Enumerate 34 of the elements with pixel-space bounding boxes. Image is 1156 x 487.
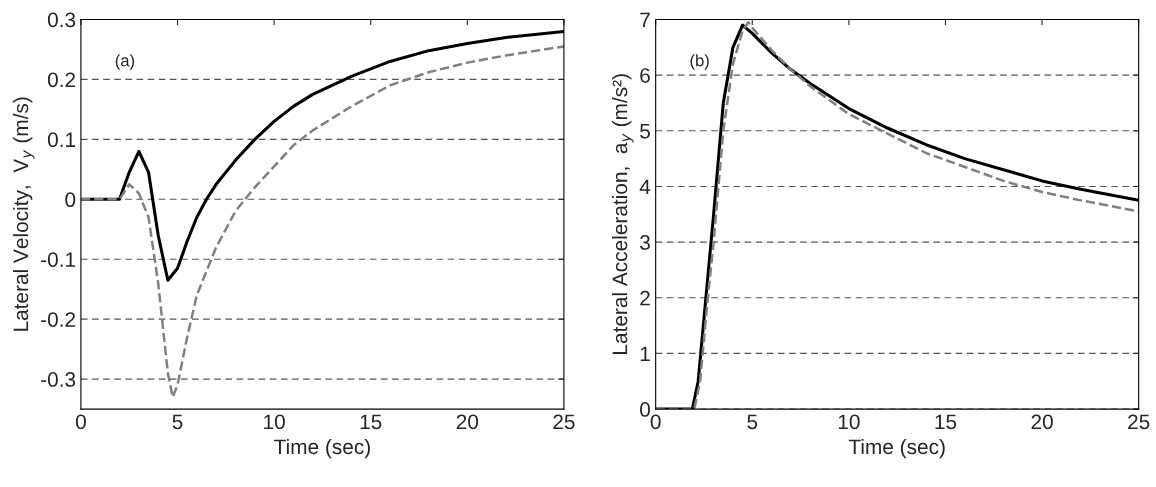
y-axis-title: Lateral Velocity, V$_{y}$ (m/s): [12, 97, 35, 331]
x-tick-label: 15: [360, 414, 382, 430]
y-axis-title: Lateral Acceleration, a$_{y}$ (m/s²): [612, 74, 634, 354]
x-axis-title: Time (sec): [848, 438, 945, 459]
x-tick-label: 5: [172, 414, 183, 430]
x-tick-label: 10: [264, 414, 285, 430]
y-tick-label: 7: [640, 12, 650, 28]
x-tick-label: 20: [1031, 414, 1053, 430]
y-tick-label: 0.3: [47, 12, 76, 28]
y-tick-label: -0.1: [41, 252, 76, 267]
x-tick-label: 20: [456, 414, 479, 430]
x-tick-label: 0: [650, 414, 661, 430]
y-tick-label: -0.2: [41, 312, 76, 327]
x-tick-label: 0: [75, 414, 86, 430]
y-tick-label: 5: [640, 124, 650, 139]
y-tick-label: 1: [640, 346, 650, 361]
y-tick-label: 0: [640, 402, 650, 417]
line-series: [80, 45, 564, 399]
y-tick-label: 4: [639, 179, 651, 194]
y-tick-label: 6: [640, 68, 650, 83]
y-tick-label: 0.1: [47, 132, 76, 148]
x-tick-label: 25: [553, 414, 575, 430]
x-tick-label: 5: [747, 414, 758, 430]
x-axis-title: Time (sec): [274, 438, 370, 459]
y-tick-label: 0: [65, 192, 76, 208]
x-tick-label: 25: [1128, 414, 1150, 430]
y-tick-label: 0.2: [47, 72, 76, 88]
y-tick-label: 2: [640, 290, 650, 306]
annotation: (a): [115, 54, 135, 70]
x-tick-label: 15: [935, 414, 957, 430]
annotation: (b): [690, 54, 709, 70]
y-tick-label: 3: [640, 235, 650, 250]
y-tick-label: -0.3: [41, 372, 76, 387]
x-tick-label: 10: [838, 414, 860, 430]
